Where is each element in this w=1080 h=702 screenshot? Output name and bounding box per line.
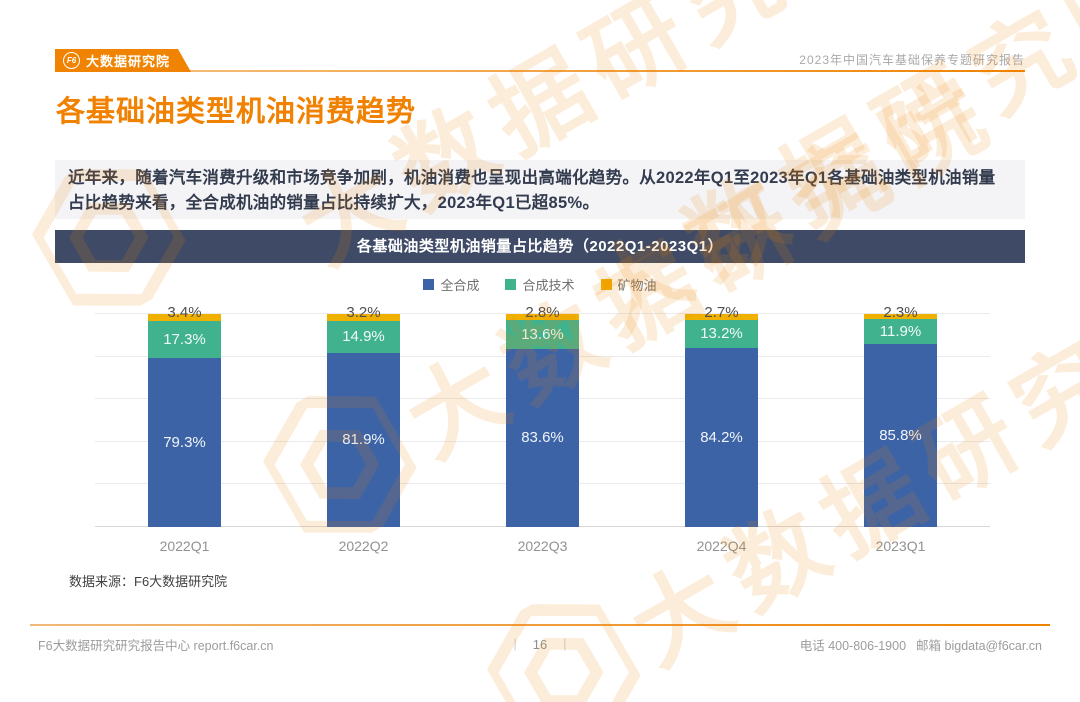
footer-email: 邮箱 bigdata@f6car.cn xyxy=(916,638,1042,653)
x-axis-label-2023Q1: 2023Q1 xyxy=(875,538,926,554)
legend-swatch-icon xyxy=(505,278,517,290)
value-label: 14.9% xyxy=(342,328,385,346)
page-title: 各基础油类型机油消费趋势 xyxy=(56,96,417,128)
segment-矿物油 xyxy=(685,313,758,320)
segment-矿物油 xyxy=(864,314,937,319)
legend-label: 合成技术 xyxy=(522,277,575,293)
data-source: 数据来源：F6大数据研究院 xyxy=(69,574,228,589)
report-title: 2023年中国汽车基础保养专题研究报告 xyxy=(799,53,1025,67)
x-axis-label-2022Q4: 2022Q4 xyxy=(696,538,747,554)
segment-全合成: 81.9% xyxy=(327,352,400,527)
footer-left-text: F6大数据研究研究报告中心 report.f6car.cn xyxy=(38,638,274,653)
segment-全合成: 79.3% xyxy=(148,358,221,527)
footer-divider xyxy=(30,624,1050,626)
segment-合成技术: 17.3% xyxy=(148,321,221,359)
value-label-top: 3.2% xyxy=(346,304,381,322)
value-label-top: 2.8% xyxy=(525,304,560,322)
chart-legend: 全合成 合成技术 矿物油 xyxy=(55,275,1025,294)
footer-contact: 电话 400-806-1900 邮箱 bigdata@f6car.cn xyxy=(800,635,1042,654)
segment-全合成: 85.8% xyxy=(864,344,937,527)
segment-合成技术: 14.9% xyxy=(327,320,400,353)
chart-plot-area: 3.4% 17.3% 79.3% 3.2% 14.9% 81.9% 2.8% 13.6% 83.… xyxy=(95,304,990,527)
value-label: 84.2% xyxy=(700,428,743,446)
stacked-bar-2022Q4: 2.7% 13.2% 84.2% xyxy=(685,304,758,527)
gridline-100pct xyxy=(95,313,990,314)
value-label-top: 2.3% xyxy=(883,304,918,322)
legend-swatch-icon xyxy=(423,278,435,290)
chart-title: 各基础油类型机油销量占比趋势（2022Q1-2023Q1） xyxy=(55,230,1025,263)
x-axis-label-2022Q1: 2022Q1 xyxy=(159,538,210,554)
bar-column-2022Q4: 2.7% 13.2% 84.2% xyxy=(632,304,811,527)
summary-text: 近年来，随着汽车消费升级和市场竞争加剧，机油消费也呈现出高端化趋势。从2022年… xyxy=(68,169,996,212)
x-axis-label-2022Q2: 2022Q2 xyxy=(338,538,389,554)
bar-column-2022Q1: 3.4% 17.3% 79.3% xyxy=(95,304,274,527)
stacked-bar-2022Q2: 3.2% 14.9% 81.9% xyxy=(327,304,400,527)
x-axis-labels: 2022Q1 2022Q2 2022Q3 2022Q4 2023Q1 xyxy=(95,538,990,554)
value-label: 83.6% xyxy=(521,429,564,447)
legend-label: 全合成 xyxy=(440,277,480,293)
footer-phone: 电话 400-806-1900 xyxy=(799,638,907,653)
segment-全合成: 83.6% xyxy=(506,348,579,527)
legend-item-1: 全合成 xyxy=(423,275,479,294)
segment-全合成: 84.2% xyxy=(685,347,758,527)
bar-column-2022Q2: 3.2% 14.9% 81.9% xyxy=(274,304,453,527)
header-divider xyxy=(55,70,1025,72)
segment-矿物油 xyxy=(506,314,579,320)
legend-swatch-icon xyxy=(600,278,612,290)
value-label: 81.9% xyxy=(342,431,385,449)
summary-box: 近年来，随着汽车消费升级和市场竞争加剧，机油消费也呈现出高端化趋势。从2022年… xyxy=(55,160,1025,219)
value-label: 85.8% xyxy=(879,427,922,445)
stacked-bar-2023Q1: 2.3% 11.9% 85.8% xyxy=(864,304,937,527)
bar-column-2022Q3: 2.8% 13.6% 83.6% xyxy=(453,304,632,527)
legend-label: 矿物油 xyxy=(617,277,657,293)
footer-separator: | xyxy=(563,637,567,651)
logo-text: 大数据研究院 xyxy=(86,54,171,69)
page-number: 16 xyxy=(532,636,548,652)
bars-container: 3.4% 17.3% 79.3% 3.2% 14.9% 81.9% 2.8% 13.6% 83.… xyxy=(95,304,990,527)
segment-合成技术: 11.9% xyxy=(864,318,937,345)
stacked-bar-2022Q1: 3.4% 17.3% 79.3% xyxy=(148,304,221,527)
footer-row: F6大数据研究研究报告中心 report.f6car.cn | 16 | 电话 … xyxy=(38,635,1042,654)
value-label: 13.2% xyxy=(700,325,743,343)
chart-card: 各基础油类型机油销量占比趋势（2022Q1-2023Q1） 全合成 合成技术 矿物油… xyxy=(55,230,1025,597)
x-axis-label-2022Q3: 2022Q3 xyxy=(517,538,568,554)
footer-separator: | xyxy=(513,637,517,651)
brand-logo-banner: F6 大数据研究院 xyxy=(55,49,191,72)
f6-logo-icon: F6 xyxy=(63,52,80,69)
segment-合成技术: 13.6% xyxy=(506,319,579,349)
stacked-bar-2022Q3: 2.8% 13.6% 83.6% xyxy=(506,304,579,527)
bar-column-2023Q1: 2.3% 11.9% 85.8% xyxy=(811,304,990,527)
legend-item-3: 矿物油 xyxy=(600,275,657,294)
value-label: 11.9% xyxy=(879,323,922,341)
page-number-block: | 16 | xyxy=(514,637,567,652)
value-label-top: 2.7% xyxy=(704,303,739,321)
segment-合成技术: 13.2% xyxy=(685,319,758,348)
value-label: 79.3% xyxy=(163,434,206,452)
legend-item-2: 合成技术 xyxy=(505,275,575,294)
segment-矿物油 xyxy=(327,314,400,321)
value-label-top: 3.4% xyxy=(167,304,202,322)
value-label: 17.3% xyxy=(163,331,206,349)
value-label: 13.6% xyxy=(521,325,564,343)
segment-矿物油 xyxy=(148,314,221,322)
